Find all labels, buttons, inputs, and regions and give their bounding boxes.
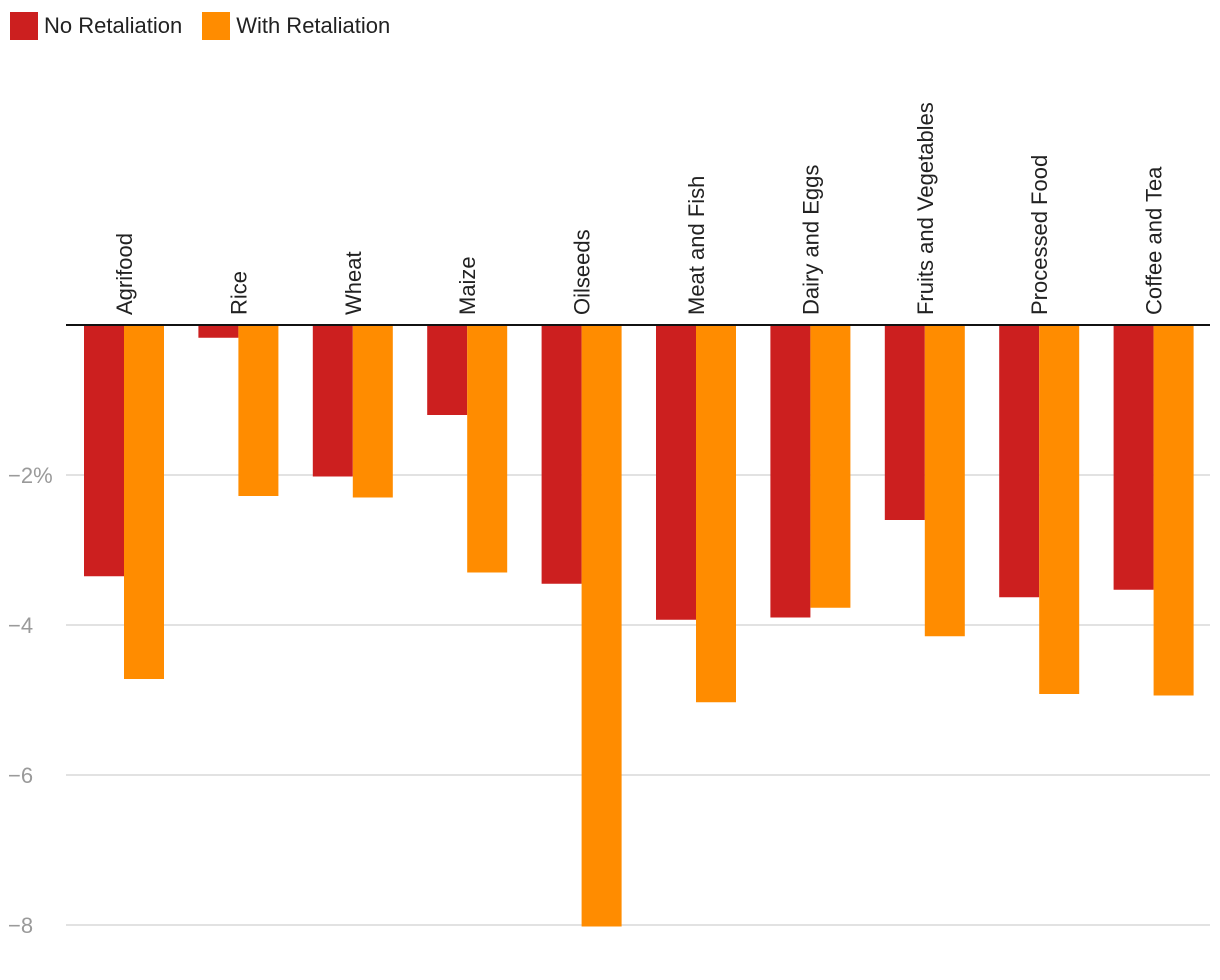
y-tick-label: −6 [8,763,33,788]
category-label: Processed Food [1027,155,1052,315]
category-label: Dairy and Eggs [798,165,823,315]
bar-no-retaliation [427,325,468,415]
y-tick-label: −4 [8,613,33,638]
bar-with-retaliation [124,325,164,679]
chart-legend: No Retaliation With Retaliation [10,12,410,40]
bar-with-retaliation [581,325,622,927]
legend-item-with-retaliation: With Retaliation [202,12,390,40]
bar-with-retaliation [1153,325,1194,696]
category-label: Coffee and Tea [1142,166,1167,315]
bars [84,325,1194,927]
legend-label-with-retaliation: With Retaliation [236,13,391,38]
bar-no-retaliation [84,325,124,577]
y-axis-ticks: −2% −4 −6 −8 [8,463,53,938]
bar-with-retaliation [924,325,965,637]
bar-with-retaliation [810,325,851,608]
bar-no-retaliation [541,325,582,584]
legend-label-no-retaliation: No Retaliation [44,13,183,38]
category-label: Oilseeds [570,229,595,315]
category-label: Rice [226,271,251,315]
bar-with-retaliation [696,325,736,703]
bar-with-retaliation [238,325,279,496]
bar-no-retaliation [770,325,811,618]
y-tick-label: −8 [8,913,33,938]
legend-item-no-retaliation: No Retaliation [10,12,182,40]
category-label: Meat and Fish [684,176,709,315]
legend-swatch-no-retaliation [10,12,38,40]
legend-swatch-with-retaliation [202,12,231,40]
bar-no-retaliation [656,325,696,620]
bar-no-retaliation [312,325,353,477]
category-label: Wheat [341,251,366,315]
bar-with-retaliation [1039,325,1080,694]
bar-no-retaliation [198,325,239,338]
bar-no-retaliation [884,325,925,520]
bar-no-retaliation [1113,325,1154,590]
category-label: Agrifood [112,233,137,315]
bar-no-retaliation [999,325,1040,598]
bar-with-retaliation [352,325,393,498]
y-tick-label: −2% [8,463,53,488]
category-label: Maize [455,256,480,315]
bar-with-retaliation [467,325,508,573]
category-label: Fruits and Vegetables [913,102,938,315]
category-labels: Agrifood Rice Wheat Maize Oilseeds Meat and F… [112,102,1167,315]
